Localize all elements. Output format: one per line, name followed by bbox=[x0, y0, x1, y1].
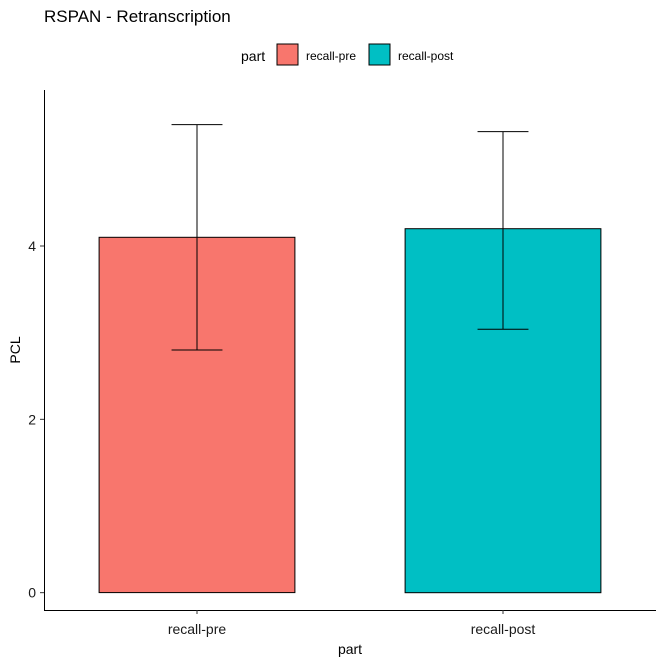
error-bar-recall-pre bbox=[171, 124, 223, 351]
x-ticks: recall-pre recall-post bbox=[168, 610, 536, 637]
x-tick-label-recall-post: recall-post bbox=[471, 621, 536, 637]
bars-layer bbox=[98, 228, 602, 594]
error-bar-recall-post bbox=[477, 131, 529, 330]
error-bars-layer bbox=[171, 124, 529, 351]
x-axis-label: part bbox=[338, 641, 362, 657]
legend-swatch-recall-post bbox=[368, 43, 391, 66]
y-tick-label-0: 0 bbox=[28, 585, 36, 601]
legend-label-recall-pre: recall-pre bbox=[306, 49, 356, 63]
y-tick-label-4: 4 bbox=[28, 238, 36, 254]
legend-label-recall-post: recall-post bbox=[398, 49, 454, 63]
y-ticks: 0 2 4 bbox=[28, 238, 44, 601]
y-axis-label: PCL bbox=[7, 336, 23, 363]
legend-title: part bbox=[241, 48, 265, 64]
chart-title: RSPAN - Retranscription bbox=[44, 7, 231, 26]
y-tick-label-2: 2 bbox=[28, 411, 36, 427]
x-tick-label-recall-pre: recall-pre bbox=[168, 621, 227, 637]
legend-swatch-recall-pre bbox=[276, 43, 299, 66]
legend: part recall-pre recall-post bbox=[241, 43, 454, 66]
